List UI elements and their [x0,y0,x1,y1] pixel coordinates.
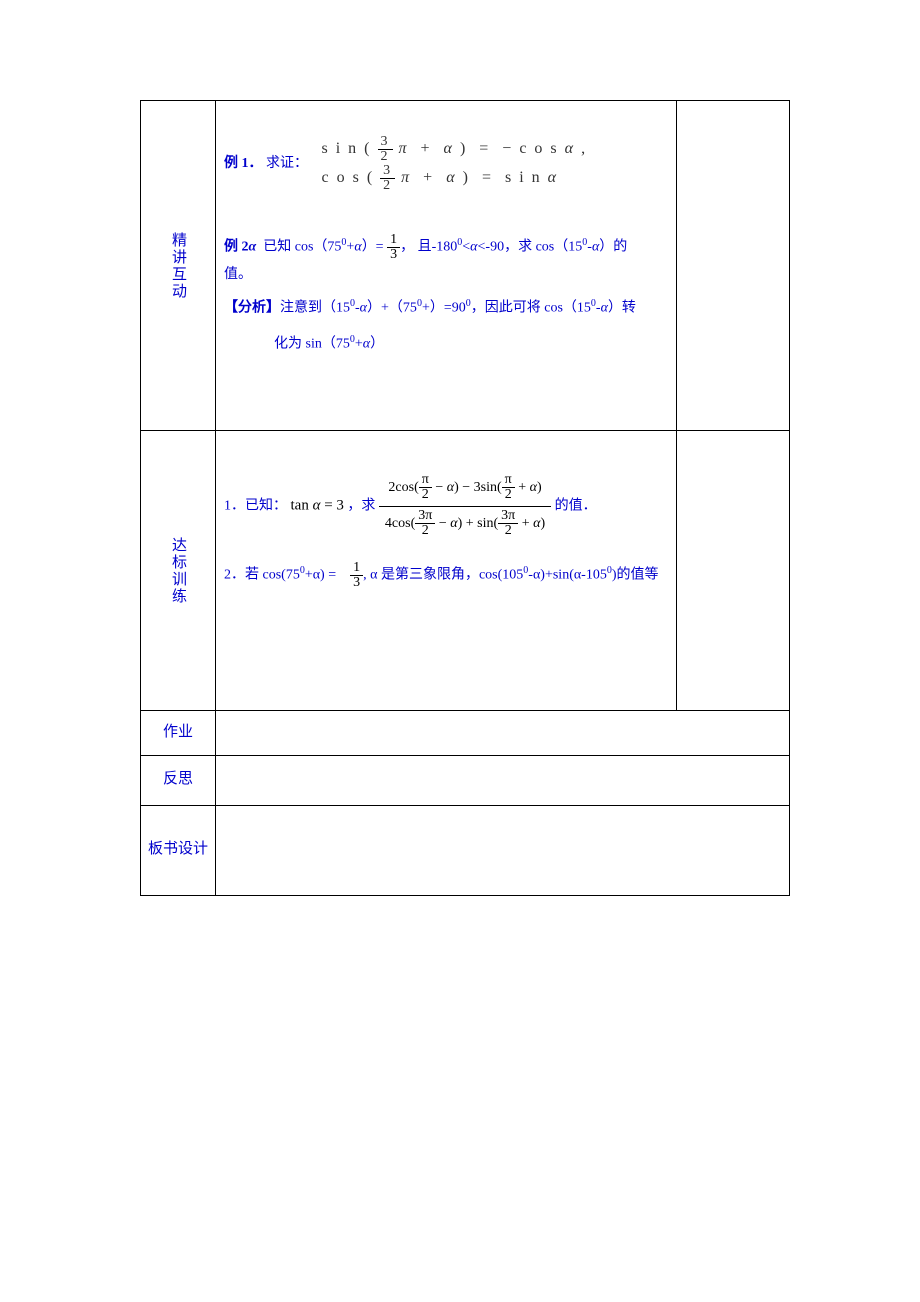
example1: 例 1． 求证： s i n ( 32 π + α ) = − c o s α … [224,125,668,203]
ex2-prefix: 例 2 [224,239,249,254]
content-homework [216,711,790,756]
analysis: 【分析】注意到（150-α）+（750+）=900，因此可将 cos（150-α… [224,295,668,321]
content-banshu [216,805,790,895]
problem1: 1．已知： tan α = 3 ，求 2cos(π2 − α) − 3sin(π… [224,471,668,542]
content-fansi [216,755,790,805]
notes-jingjiang [677,101,790,431]
example2-line2: 值。 [224,262,668,287]
lesson-table: 精讲互动 例 1． 求证： s i n ( 32 π + α ) = − c o… [140,100,790,896]
content-dabiao: 1．已知： tan α = 3 ，求 2cos(π2 − α) − 3sin(π… [216,431,677,711]
page-container: 精讲互动 例 1． 求证： s i n ( 32 π + α ) = − c o… [0,0,920,996]
example2: 例 2α 已知 cos（750+α）= 13， 且-1800<α<-90，求 c… [224,233,668,262]
row-jingjiang: 精讲互动 例 1． 求证： s i n ( 32 π + α ) = − c o… [141,101,790,431]
ex1-formula: s i n ( 32 π + α ) = − c o s α , c o s (… [322,135,588,193]
label-dabiao: 达标训练 [141,431,216,711]
analysis-label: 【分析】 [224,300,280,315]
row-homework: 作业 [141,711,790,756]
problem2: 2．若 cos(750+α) = 13, α 是第三象限角，cos(1050-α… [224,561,668,590]
ex1-prefix: 例 1． [224,156,263,171]
row-fansi: 反思 [141,755,790,805]
content-jingjiang: 例 1． 求证： s i n ( 32 π + α ) = − c o s α … [216,101,677,431]
label-homework: 作业 [141,711,216,756]
row-dabiao: 达标训练 1．已知： tan α = 3 ，求 2cos(π2 − α) − 3… [141,431,790,711]
label-banshu: 板书设计 [141,805,216,895]
ex1-text: 求证： [266,156,308,171]
notes-dabiao [677,431,790,711]
label-jingjiang: 精讲互动 [141,101,216,431]
row-banshu: 板书设计 [141,805,790,895]
label-fansi: 反思 [141,755,216,805]
analysis-line2: 化为 sin（750+α） [224,331,668,357]
